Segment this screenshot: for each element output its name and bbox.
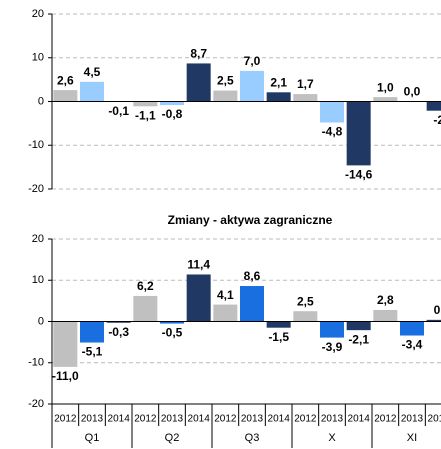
bar	[373, 309, 398, 322]
bar	[293, 94, 318, 102]
value-label: 4,1	[217, 288, 234, 302]
x-tick-label: XI	[407, 432, 417, 444]
bar	[160, 101, 184, 105]
bar	[53, 90, 78, 102]
year-label: 2014	[348, 414, 371, 425]
year-label: 2012	[134, 414, 157, 425]
bar	[213, 304, 238, 322]
year-label: 2013	[81, 414, 104, 425]
bar	[346, 101, 371, 166]
value-label: -0,5	[162, 326, 183, 340]
value-label: -1,1	[135, 108, 156, 122]
bar	[186, 274, 211, 322]
chart-title: Zmiany - aktywa zagraniczne	[168, 213, 333, 227]
year-label: 2013	[241, 414, 264, 425]
bar	[320, 321, 344, 338]
value-label: -4,8	[322, 125, 343, 139]
bar	[426, 101, 441, 111]
value-label: -0,8	[162, 107, 183, 121]
year-label: 2013	[321, 414, 344, 425]
year-label: 2013	[161, 414, 184, 425]
value-label: -11,0	[52, 369, 79, 383]
value-label: -0,3	[108, 325, 129, 339]
value-label: 11,4	[187, 258, 210, 272]
x-tick-label: Q1	[85, 432, 100, 444]
value-label: -2,1	[348, 332, 369, 346]
value-label: 2,6	[57, 73, 74, 87]
year-label: 2012	[294, 414, 317, 425]
value-label: 8,7	[190, 47, 207, 61]
y-tick-label: -10	[28, 357, 44, 369]
value-label: 6,2	[137, 279, 154, 293]
y-tick-label: 10	[32, 274, 44, 286]
value-label: 0,0	[404, 85, 421, 99]
year-label: 2013	[401, 414, 424, 425]
bar	[240, 70, 264, 102]
x-tick-label: X	[328, 432, 336, 444]
year-label: 2014	[188, 414, 211, 425]
bar	[426, 319, 441, 322]
bar	[320, 101, 344, 123]
value-label: 8,6	[244, 269, 261, 283]
year-label: 2014	[268, 414, 291, 425]
x-tick-label: Q3	[245, 432, 260, 444]
bar	[53, 321, 78, 367]
value-label: 7,0	[244, 54, 261, 68]
y-tick-label: 20	[32, 233, 44, 245]
bar	[213, 90, 238, 102]
value-label: -0,1	[108, 104, 129, 118]
value-label: 1,7	[297, 77, 314, 91]
bar	[186, 63, 211, 102]
year-label: 2014	[428, 414, 441, 425]
y-tick-label: 10	[32, 52, 44, 64]
bar	[266, 321, 291, 328]
bar	[293, 311, 318, 322]
value-label: 2,5	[297, 294, 314, 308]
bar	[133, 295, 158, 322]
y-tick-label: -20	[28, 183, 44, 195]
y-tick-label: -10	[28, 139, 44, 151]
value-label: 4,5	[84, 65, 101, 79]
value-label: -3,9	[322, 340, 343, 354]
value-label: -5,1	[82, 345, 103, 359]
bar	[80, 321, 104, 343]
year-label: 2012	[54, 414, 77, 425]
value-label: 0,	[434, 303, 441, 317]
value-label: 2,1	[270, 75, 287, 89]
bar	[160, 321, 184, 324]
bar	[400, 321, 424, 336]
year-label: 2012	[214, 414, 237, 425]
x-tick-label: Q2	[165, 432, 180, 444]
bar	[80, 81, 104, 102]
bar	[240, 286, 264, 322]
bar	[106, 321, 131, 323]
year-label: 2014	[108, 414, 131, 425]
y-tick-label: 0	[38, 315, 44, 327]
bar	[133, 101, 158, 107]
value-label: -3,4	[402, 338, 423, 352]
bar	[266, 92, 291, 102]
value-label: 2,5	[217, 74, 234, 88]
value-label: 2,8	[377, 293, 394, 307]
y-tick-label: 20	[32, 8, 44, 20]
y-tick-label: -20	[28, 398, 44, 410]
y-tick-label: 0	[38, 95, 44, 107]
value-label: 1,0	[377, 80, 394, 94]
value-label: -14,6	[345, 168, 373, 182]
value-label: -1,5	[268, 330, 289, 344]
year-label: 2012	[374, 414, 397, 425]
bar	[373, 97, 398, 102]
value-label: -2	[433, 113, 441, 127]
bar	[346, 321, 371, 331]
